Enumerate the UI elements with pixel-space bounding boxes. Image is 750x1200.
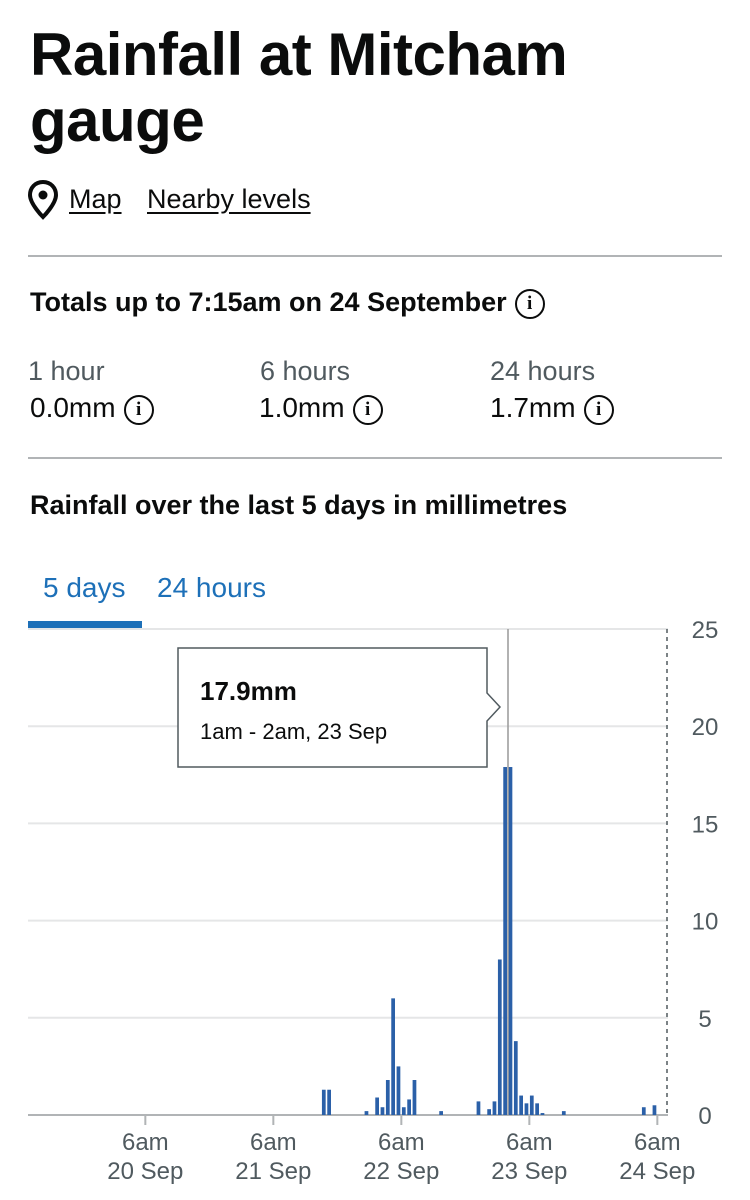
tooltip-title: 17.9mm: [200, 676, 297, 706]
divider: [28, 457, 722, 459]
page-title: Rainfall at Mitcham gauge: [30, 21, 568, 154]
tab[interactable]: 24 hours: [157, 572, 266, 603]
totals-heading: Totals up to 7:15am on 24 September i: [30, 287, 545, 319]
bar: [439, 1111, 443, 1115]
map-pin-icon: [28, 180, 58, 220]
y-tick-label: 5: [698, 1006, 711, 1033]
total-value: 1.0mm i: [259, 392, 383, 425]
total-value-text: 1.7mm: [490, 392, 576, 423]
info-icon[interactable]: i: [352, 394, 383, 425]
chart-title: Rainfall over the last 5 days in millime…: [30, 490, 568, 520]
total-label: 6 hours: [260, 356, 351, 386]
tab-underline: [28, 621, 142, 628]
bar: [561, 1111, 566, 1115]
info-icon[interactable]: i: [583, 394, 614, 425]
map-link[interactable]: Map: [69, 184, 122, 214]
bar: [401, 1107, 406, 1115]
x-tick-label: 21 Sep: [235, 1158, 311, 1185]
bar: [364, 1111, 369, 1115]
y-tick-label: 20: [692, 714, 719, 741]
y-tick-label: 0: [698, 1103, 711, 1130]
total-label: 1 hour: [28, 356, 105, 386]
bar: [476, 1101, 481, 1115]
info-icon[interactable]: i: [514, 288, 545, 319]
bar: [391, 998, 395, 1115]
bar: [540, 1113, 545, 1115]
tab-selected[interactable]: 5 days: [43, 572, 126, 603]
bar: [641, 1107, 646, 1115]
bar: [497, 959, 502, 1115]
bar: [524, 1103, 529, 1115]
bar: [396, 1066, 401, 1115]
bar: [535, 1103, 539, 1115]
x-tick-label: 6am: [506, 1129, 553, 1156]
total-value: 0.0mm i: [30, 392, 154, 425]
tooltip-subtitle: 1am - 2am, 23 Sep: [200, 719, 387, 744]
total-value: 1.7mm i: [490, 392, 614, 425]
bar: [513, 1041, 518, 1115]
totals-heading-text: Totals up to 7:15am on 24 September: [30, 287, 507, 317]
total-value-text: 0.0mm: [30, 392, 116, 423]
x-tick-label: 6am: [122, 1129, 169, 1156]
bar: [385, 1080, 390, 1115]
total-value-text: 1.0mm: [259, 392, 345, 423]
bar: [380, 1107, 385, 1115]
bar: [375, 1097, 379, 1115]
bar: [492, 1101, 497, 1115]
y-tick-label: 10: [692, 909, 719, 936]
bar: [327, 1089, 331, 1115]
y-tick-label: 25: [692, 617, 719, 644]
bar: [508, 767, 513, 1115]
x-tick-label: 6am: [634, 1129, 681, 1156]
bar: [519, 1095, 523, 1115]
bar: [407, 1099, 411, 1115]
nearby-levels-link[interactable]: Nearby levels: [147, 184, 311, 214]
x-tick-label: 23 Sep: [491, 1158, 567, 1185]
bar: [529, 1095, 534, 1115]
tooltip-box: [177, 647, 502, 768]
x-tick-label: 6am: [250, 1129, 297, 1156]
divider: [28, 255, 722, 257]
bar: [487, 1109, 491, 1115]
bar: [321, 1089, 326, 1115]
info-icon[interactable]: i: [123, 394, 154, 425]
x-tick-label: 22 Sep: [363, 1158, 439, 1185]
bar: [412, 1080, 417, 1115]
total-label: 24 hours: [490, 356, 596, 386]
bar: [652, 1105, 657, 1115]
x-tick-label: 20 Sep: [107, 1158, 183, 1185]
y-tick-label: 15: [692, 811, 719, 838]
x-tick-label: 6am: [378, 1129, 425, 1156]
bar: [503, 767, 507, 1115]
x-tick-label: 24 Sep: [619, 1158, 695, 1185]
